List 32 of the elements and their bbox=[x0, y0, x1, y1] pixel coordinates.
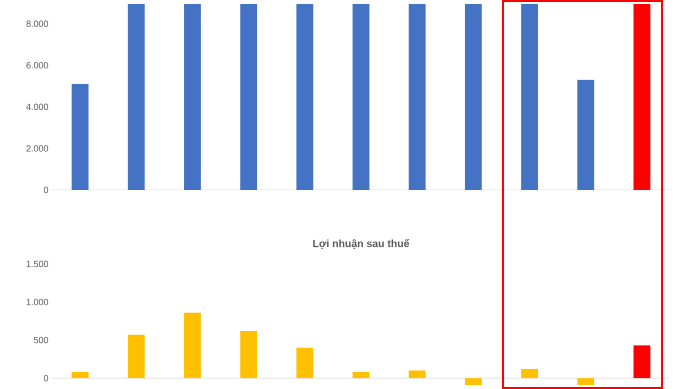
bar bbox=[521, 369, 538, 378]
y-tick-label: 0 bbox=[44, 374, 48, 382]
bar bbox=[352, 4, 370, 190]
y-tick-label: 1.000 bbox=[26, 298, 48, 306]
bar bbox=[184, 4, 201, 190]
bar bbox=[408, 370, 426, 378]
bar bbox=[72, 372, 89, 378]
bar bbox=[240, 330, 258, 378]
y-tick-label: 6.000 bbox=[26, 62, 48, 68]
y-tick-label: 8.000 bbox=[26, 20, 48, 27]
bar bbox=[577, 80, 594, 190]
bar bbox=[464, 4, 482, 190]
bar bbox=[296, 4, 314, 190]
y-tick-label: 0 bbox=[44, 186, 48, 194]
bar bbox=[184, 312, 201, 378]
bar bbox=[464, 378, 482, 385]
bar bbox=[633, 345, 650, 378]
bar bbox=[72, 84, 89, 190]
bar bbox=[408, 4, 426, 190]
y-tick-label: 500 bbox=[34, 336, 48, 344]
bar bbox=[296, 348, 314, 378]
bar bbox=[577, 378, 594, 385]
y-tick-label: 1.500 bbox=[26, 260, 48, 268]
bar bbox=[240, 4, 258, 190]
y-tick-label: 2.000 bbox=[26, 145, 48, 152]
y-tick-label: 4.000 bbox=[26, 104, 48, 110]
chart-title: Lợi nhuận sau thuế bbox=[313, 239, 410, 249]
bar bbox=[128, 4, 145, 190]
bar bbox=[633, 4, 650, 190]
bar bbox=[352, 372, 370, 378]
bar bbox=[521, 4, 538, 190]
bar bbox=[128, 334, 145, 378]
